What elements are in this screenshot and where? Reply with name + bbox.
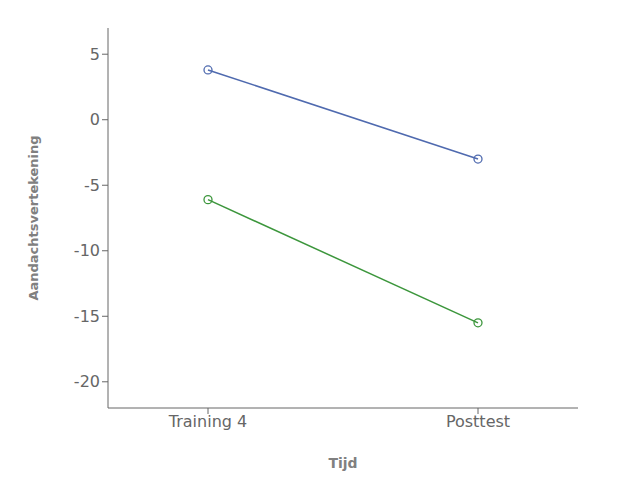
svg-text:-10: -10 xyxy=(74,241,100,260)
svg-text:-5: -5 xyxy=(84,176,100,195)
svg-text:-15: -15 xyxy=(74,307,100,326)
svg-text:Posttest: Posttest xyxy=(446,412,510,431)
svg-text:Tijd: Tijd xyxy=(328,455,357,471)
svg-text:Aandachtsvertekening: Aandachtsvertekening xyxy=(26,135,41,300)
svg-text:0: 0 xyxy=(90,110,100,129)
svg-text:-20: -20 xyxy=(74,372,100,391)
svg-text:Training 4: Training 4 xyxy=(168,412,247,431)
svg-text:5: 5 xyxy=(90,45,100,64)
